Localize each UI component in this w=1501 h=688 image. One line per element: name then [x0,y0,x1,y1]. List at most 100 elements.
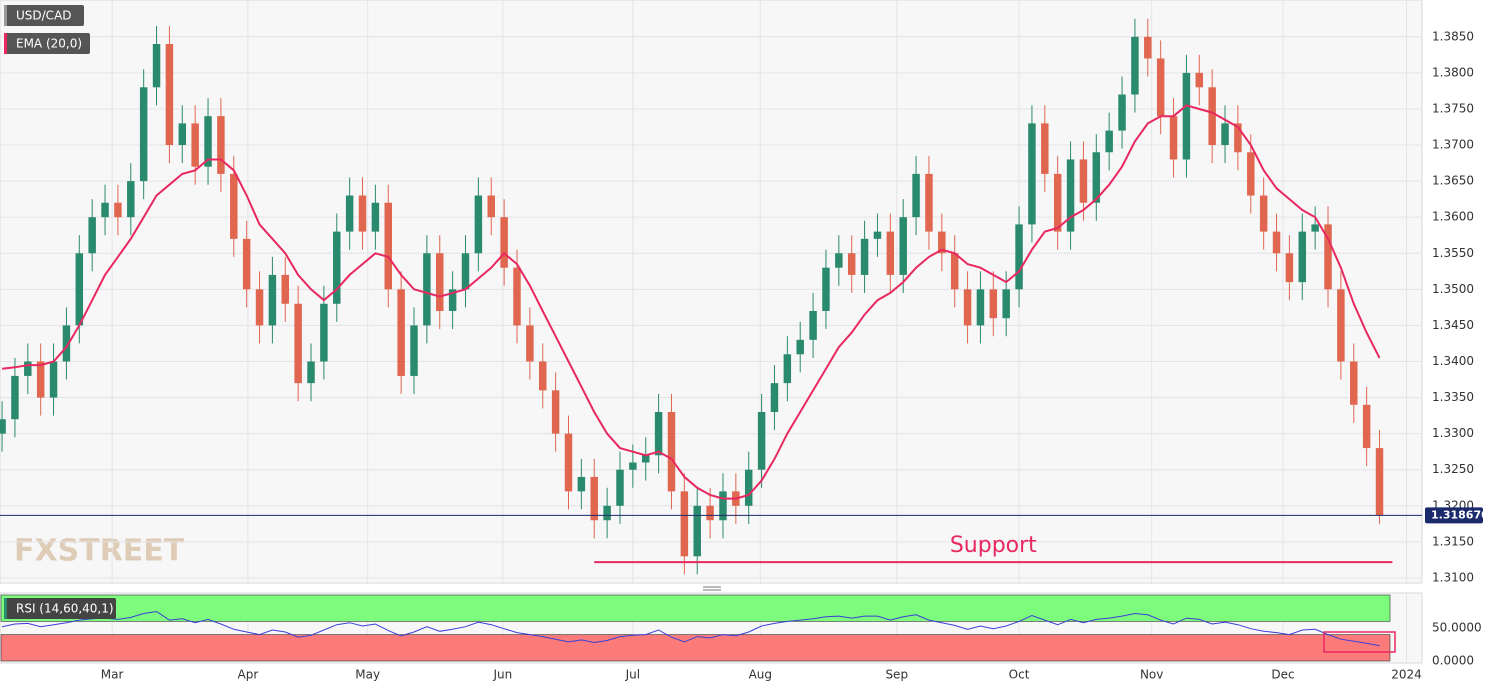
x-tick-label: Sep [885,668,908,682]
y-tick-label: 1.3100 [1432,570,1474,584]
candle-body [1350,361,1358,405]
legend-swatch [4,33,7,54]
candle-body [461,253,470,290]
x-tick-label: Apr [238,668,259,682]
candle-body [577,476,586,492]
candle-body [24,361,32,376]
candle-body [448,289,457,311]
candle-body [230,173,238,239]
candle-body [178,123,187,146]
candle-body [719,491,727,521]
candle-body [101,202,109,218]
candle-body [191,123,199,167]
candle-body [1041,123,1049,174]
candle-body [204,116,212,167]
candle-body [1362,404,1371,449]
candle-body [1092,152,1101,203]
legend: USD/CAD EMA (20,0) RSI (14,60,40,1) [4,5,116,619]
candle-body [268,274,277,326]
candle-body [345,195,354,232]
candle-body [706,505,714,521]
candle-body [1311,224,1319,232]
last-price-box [1425,507,1483,524]
candle-body [886,231,895,275]
candle-body [1169,116,1178,160]
resize-handle[interactable] [703,586,721,591]
rsi-zone [0,594,1391,622]
legend-label: USD/CAD [16,9,72,23]
y-tick-label: 1.3350 [1432,390,1474,404]
y-tick-label: 1.3250 [1432,462,1474,476]
candle-body [513,267,521,326]
candle-body [294,303,302,384]
candle-body [500,217,508,268]
watermark: FXSTREET [14,534,185,569]
legend-label: EMA (20,0) [16,37,82,51]
candle-body [899,217,907,275]
candle-body [1375,448,1384,516]
candle-body [770,383,779,412]
candle-body [62,325,71,362]
candle-body [1221,123,1229,146]
candle-body [1066,159,1075,232]
candle-body [371,202,380,232]
candle-body [423,253,431,326]
y-tick-label: 1.3150 [1432,534,1474,548]
candle-body [139,87,148,182]
candle-body [127,181,135,218]
support-label: Support [950,533,1037,558]
candle-body [1105,130,1113,153]
candle-body [11,375,19,420]
x-tick-label: Aug [749,668,772,682]
candle-body [1079,159,1088,203]
candle-body [358,195,367,232]
candle-body [1208,87,1216,146]
candle-body [950,253,959,290]
candle-body [1144,36,1152,59]
candle-body [307,361,315,384]
candle-body [603,505,611,521]
y-tick-label: 0.0000 [1432,654,1474,668]
candle-body [36,361,45,398]
candle-body [397,289,405,376]
candle-body [539,361,547,391]
candle-body [1118,94,1126,131]
candle-body [75,253,84,326]
candle-body [847,253,856,275]
ema-line [1,104,1381,500]
candle-body [320,303,328,362]
candle-body [384,202,392,290]
y-tick-label: 1.3700 [1432,138,1474,152]
last-price-label: 1.318670 [1431,508,1489,521]
candle-body [912,173,920,218]
x-tick-label: Nov [1140,668,1163,682]
candle-body [873,231,882,239]
candle-body [654,411,663,456]
candle-body [114,202,122,218]
legend-box [4,5,84,26]
candle-body [616,469,624,506]
y-tick-label: 1.3550 [1432,246,1474,260]
legend-box [4,33,90,54]
candle-body [333,231,341,304]
candle-body [281,274,290,304]
candle-body [1182,72,1191,160]
y-tick-label: 1.3850 [1432,29,1474,43]
candle-body [1298,231,1307,283]
candle-body [1247,152,1255,196]
candle-body [88,217,96,254]
rsi-zone [0,634,1391,662]
candle-body [487,195,495,218]
candle-body [860,238,869,275]
highlight-box [1323,631,1396,653]
y-tick-label: 1.3500 [1432,282,1474,296]
candle-body [1053,173,1062,232]
candle-body [989,289,998,319]
legend-box [4,598,116,619]
candle-body [667,411,676,492]
candle-body [938,231,946,254]
y-tick-label: 1.3300 [1432,426,1474,440]
candle-body [590,476,598,521]
candle-body [925,173,933,232]
